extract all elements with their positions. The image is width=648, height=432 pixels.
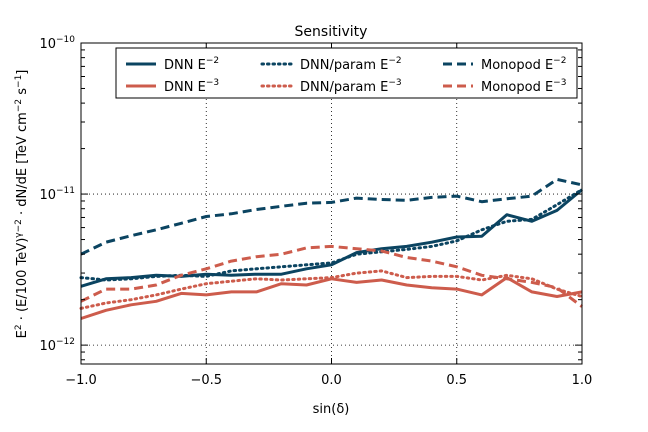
y-label-sq: 2: [14, 324, 24, 330]
x-tick-label: −0.5: [190, 373, 222, 388]
y-label-mid1: · (E/100 TeV): [15, 238, 30, 325]
series-lines: [79, 177, 584, 320]
x-tick-label: 0.0: [321, 373, 342, 388]
y-label-s-exp: −1: [14, 75, 24, 88]
y-label-mid2: · dN/dE [TeV cm: [15, 112, 30, 219]
legend-box: [115, 47, 578, 99]
y-tick-label: 10−12: [39, 337, 75, 354]
legend-label-6: Monopod E−3: [481, 78, 566, 95]
legend-label-4: DNN/param E−3: [300, 78, 402, 95]
y-label-main: E: [15, 330, 30, 338]
legend-label-2: DNN E−3: [164, 78, 219, 95]
y-tick-label: 10−11: [39, 186, 75, 203]
x-tick-label: 1.0: [572, 373, 593, 388]
y-tick-label: 10−10: [39, 35, 75, 52]
y-label-gamma: γ−2: [14, 219, 24, 238]
y-axis-label: E2 · (E/100 TeV)γ−2 · dN/dE [TeV cm−2 s−…: [14, 70, 30, 339]
y-label-mid3: s: [15, 88, 30, 99]
legend-label-1: DNN E−2: [164, 56, 219, 73]
legend: DNN E−2 DNN E−3 DNN/param E−2 DNN/param E−3…: [115, 47, 578, 99]
legend-label-5: Monopod E−2: [481, 56, 566, 73]
series-line-5: [80, 177, 583, 256]
series-line-3: [79, 188, 584, 282]
x-tick-label: −1.0: [65, 373, 97, 388]
x-axis-label: sin(δ): [313, 402, 350, 417]
y-label-end: ]: [15, 70, 30, 75]
x-tick-label: 0.5: [446, 373, 467, 388]
y-label-cm-exp: −2: [14, 99, 24, 112]
legend-label-3: DNN/param E−2: [300, 56, 402, 73]
chart-title: Sensitivity: [295, 24, 368, 40]
axis-ticks: −1.0 −0.5 0.0 0.5 1.0 10−12 10−11 10−10: [39, 35, 592, 388]
series-line-6: [80, 244, 583, 308]
series-line-4: [79, 269, 584, 310]
